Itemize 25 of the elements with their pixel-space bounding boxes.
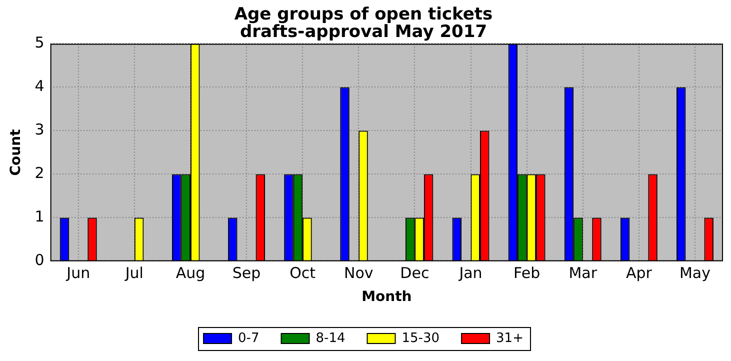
- x-tick-label: Jul: [124, 264, 144, 282]
- y-axis-title: Count: [8, 128, 24, 176]
- x-tick-label: Jan: [458, 264, 482, 282]
- x-tick-label: Sep: [232, 264, 261, 282]
- y-tick-label: 3: [34, 120, 44, 139]
- x-tick-label: Jun: [66, 264, 90, 282]
- y-tick-label: 0: [34, 251, 44, 270]
- x-tick-label: Feb: [514, 264, 540, 282]
- y-tick-label: 5: [34, 34, 44, 52]
- y-tick-label: 4: [34, 77, 44, 96]
- x-tick-label: Oct: [290, 264, 316, 282]
- chart-title: Age groups of open tickets drafts-approval May 2017: [234, 4, 493, 42]
- x-tick-label: Dec: [400, 264, 430, 282]
- legend-label: 0-7: [238, 330, 260, 346]
- legend-label: 15-30: [402, 330, 440, 346]
- x-tick-label: Apr: [626, 264, 653, 282]
- x-tick-label: May: [679, 264, 711, 282]
- x-tick-label: Aug: [176, 264, 206, 282]
- legend-label: 31+: [496, 330, 524, 346]
- x-axis-title: Month: [362, 289, 412, 306]
- y-tick-label: 2: [34, 164, 44, 182]
- x-tick-label: Mar: [568, 264, 598, 282]
- y-tick-label: 1: [34, 208, 44, 226]
- x-tick-label: Nov: [344, 264, 374, 282]
- legend-label: 8-14: [316, 330, 346, 346]
